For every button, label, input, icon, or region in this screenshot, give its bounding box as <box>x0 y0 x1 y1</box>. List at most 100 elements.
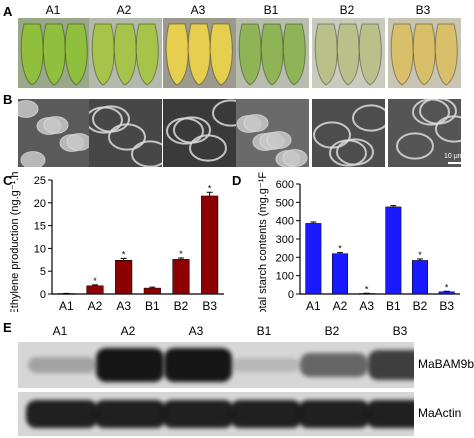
panel-a-label-a3: A3 <box>190 3 206 17</box>
band-label-maactin: MaActin <box>418 406 462 420</box>
y-axis-label: Ethylene production (ng.g⁻¹.h⁻¹) <box>9 172 21 312</box>
y-tick-label: 0 <box>40 289 46 301</box>
banana-finger <box>135 23 159 86</box>
x-tick-label-b1: B1 <box>386 299 401 312</box>
panel-e-label-a1: A1 <box>52 324 68 338</box>
panel-a-label-a2: A2 <box>116 3 132 17</box>
band-maactin-a1 <box>26 400 98 428</box>
banana-finger <box>187 23 211 86</box>
sem-structure <box>108 123 146 151</box>
error-bar-b1 <box>149 286 156 289</box>
bar-a1 <box>305 223 322 295</box>
error-bar-b2 <box>417 258 423 261</box>
x-tick-label-b3: B3 <box>202 299 217 312</box>
panel-a-label-b2: B2 <box>339 3 355 17</box>
panel-e-label-b2: B2 <box>324 324 340 338</box>
banana-finger <box>260 23 284 86</box>
y-tick-label: 200 <box>276 252 294 264</box>
panel-a-label-b1: B1 <box>263 3 279 17</box>
band-mabam9b-b2 <box>300 352 368 378</box>
error-bar-a2 <box>92 284 98 286</box>
x-tick-label-a2: A2 <box>88 299 103 312</box>
band-mabam9b-b1 <box>232 358 300 372</box>
significance-mark: * <box>179 249 183 259</box>
error-bar-b3 <box>206 191 213 196</box>
panel-e-label-a2: A2 <box>120 324 136 338</box>
scale-bar-label: 10 μm <box>444 153 464 160</box>
banana-finger <box>42 23 66 86</box>
x-tick-label-a1: A1 <box>59 299 74 312</box>
y-tick-label: 400 <box>276 216 294 228</box>
x-tick-label-b1: B1 <box>145 299 160 312</box>
error-bar-a2 <box>337 252 343 254</box>
band-maactin-b3 <box>366 400 414 428</box>
banana-photo-b1 <box>236 18 309 88</box>
band-mabam9b-a3 <box>164 347 232 383</box>
sem-structure <box>18 100 39 118</box>
band-maactin-a2 <box>94 400 166 428</box>
sem-structure <box>313 121 351 149</box>
band-maactin-b1 <box>230 400 302 428</box>
bar-b1 <box>385 206 402 295</box>
blot-strip-mabam9b <box>18 342 414 388</box>
sem-structure <box>419 99 457 125</box>
error-bar-b2 <box>178 257 184 260</box>
band-maactin-a3 <box>162 400 234 428</box>
bar-a2 <box>332 253 348 295</box>
sem-structure <box>336 138 374 166</box>
sem-structure <box>266 131 292 149</box>
sem-image-a3 <box>163 99 236 167</box>
sem-image-b3 <box>388 99 461 167</box>
banana-finger <box>434 23 458 86</box>
starch-chart: 0 100 200 300 400 500 600 A1 * A2 * A3 B1 * B2 * B3 Total… <box>257 172 460 312</box>
panel-d-letter: D <box>232 173 242 188</box>
y-tick-label: 300 <box>276 234 294 246</box>
y-tick-label: 600 <box>276 179 294 191</box>
ethylene-chart: 0 5 10 15 20 25 A1 * A2 * A3 B1 * B2 * B3 Ethylene produ… <box>9 172 224 312</box>
banana-finger <box>314 23 338 86</box>
y-tick-label: 25 <box>34 175 46 187</box>
panel-e-letter: E <box>3 320 12 335</box>
sem-structure <box>243 114 269 132</box>
y-axis-label: Total starch contents (mg.g⁻¹FW) <box>257 172 269 312</box>
y-tick-label: 500 <box>276 197 294 209</box>
banana-finger <box>64 23 88 86</box>
bar-b2 <box>412 260 428 295</box>
panel-a-letter: A <box>3 4 13 19</box>
significance-mark: * <box>445 282 449 292</box>
significance-mark: * <box>93 276 97 286</box>
y-tick-label: 20 <box>34 198 46 210</box>
banana-finger <box>91 23 115 86</box>
bar-a2 <box>86 285 104 295</box>
banana-photo-a1 <box>18 18 91 88</box>
banana-finger <box>412 23 436 86</box>
significance-mark: * <box>122 249 126 259</box>
sem-structure <box>166 117 204 145</box>
sem-image-a1 <box>18 99 91 167</box>
panel-c-letter: C <box>3 173 13 188</box>
axis-lines <box>299 184 460 295</box>
sem-structure <box>92 105 130 133</box>
banana-finger <box>238 23 262 86</box>
error-bar-b3 <box>443 290 450 292</box>
sem-structure <box>396 132 434 160</box>
band-mabam9b-a1 <box>28 356 96 374</box>
x-tick-label-a2: A2 <box>333 299 348 312</box>
significance-mark: * <box>338 244 342 254</box>
sem-structure <box>131 140 162 167</box>
band-label-mabam9b: MaBAM9b <box>418 357 474 371</box>
panel-a-label-a1: A1 <box>45 3 61 17</box>
sem-structure <box>189 134 227 162</box>
panel-e-label-b3: B3 <box>392 324 408 338</box>
banana-finger <box>209 23 233 86</box>
banana-finger <box>165 23 189 86</box>
sem-structure <box>66 133 91 151</box>
sem-structure <box>282 149 308 167</box>
banana-photo-b3 <box>388 18 461 88</box>
x-tick-label-b2: B2 <box>174 299 189 312</box>
banana-photo-b2 <box>312 18 385 88</box>
banana-photo-a2 <box>89 18 162 88</box>
band-maactin-b2 <box>298 400 370 428</box>
significance-mark: * <box>208 183 212 193</box>
panel-b-letter: B <box>3 92 13 107</box>
